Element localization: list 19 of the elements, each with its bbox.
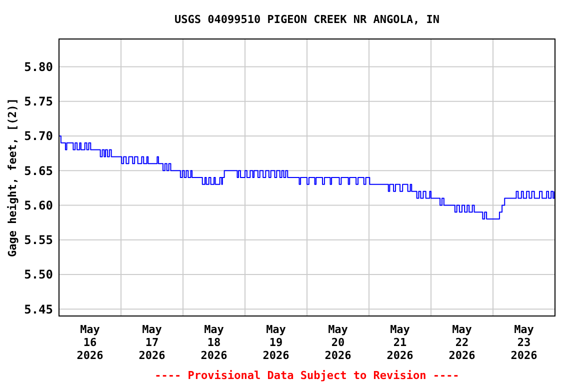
- y-tick-label: 5.65: [24, 164, 53, 178]
- y-tick-label: 5.70: [24, 129, 53, 144]
- y-tick-label: 5.50: [24, 268, 53, 282]
- x-tick-label: May 16 2026: [76, 323, 104, 362]
- x-tick-label: May 19 2026: [262, 323, 290, 362]
- x-tick-label: May 17 2026: [138, 323, 166, 362]
- x-tick-label: May 22 2026: [448, 323, 476, 362]
- x-tick-label: May 21 2026: [386, 323, 414, 362]
- y-tick-label: 5.45: [24, 302, 53, 316]
- y-tick-label: 5.75: [24, 94, 53, 109]
- y-tick-label: 5.80: [24, 60, 53, 74]
- text: ---- Provisional Data Subject to Revision ----: [154, 369, 460, 382]
- x-tick-label: May 20 2026: [324, 323, 352, 362]
- y-tick-label: 5.60: [24, 198, 53, 212]
- x-tick-label: May 18 2026: [200, 323, 228, 362]
- x-tick-label: May 23 2026: [510, 323, 538, 362]
- y-tick-label: 5.55: [24, 233, 53, 248]
- chart-title: USGS 04099510 PIGEON CREEK NR ANGOLA, IN: [174, 13, 440, 26]
- y-axis-title: Gage height, feet, [(2)]: [6, 98, 19, 257]
